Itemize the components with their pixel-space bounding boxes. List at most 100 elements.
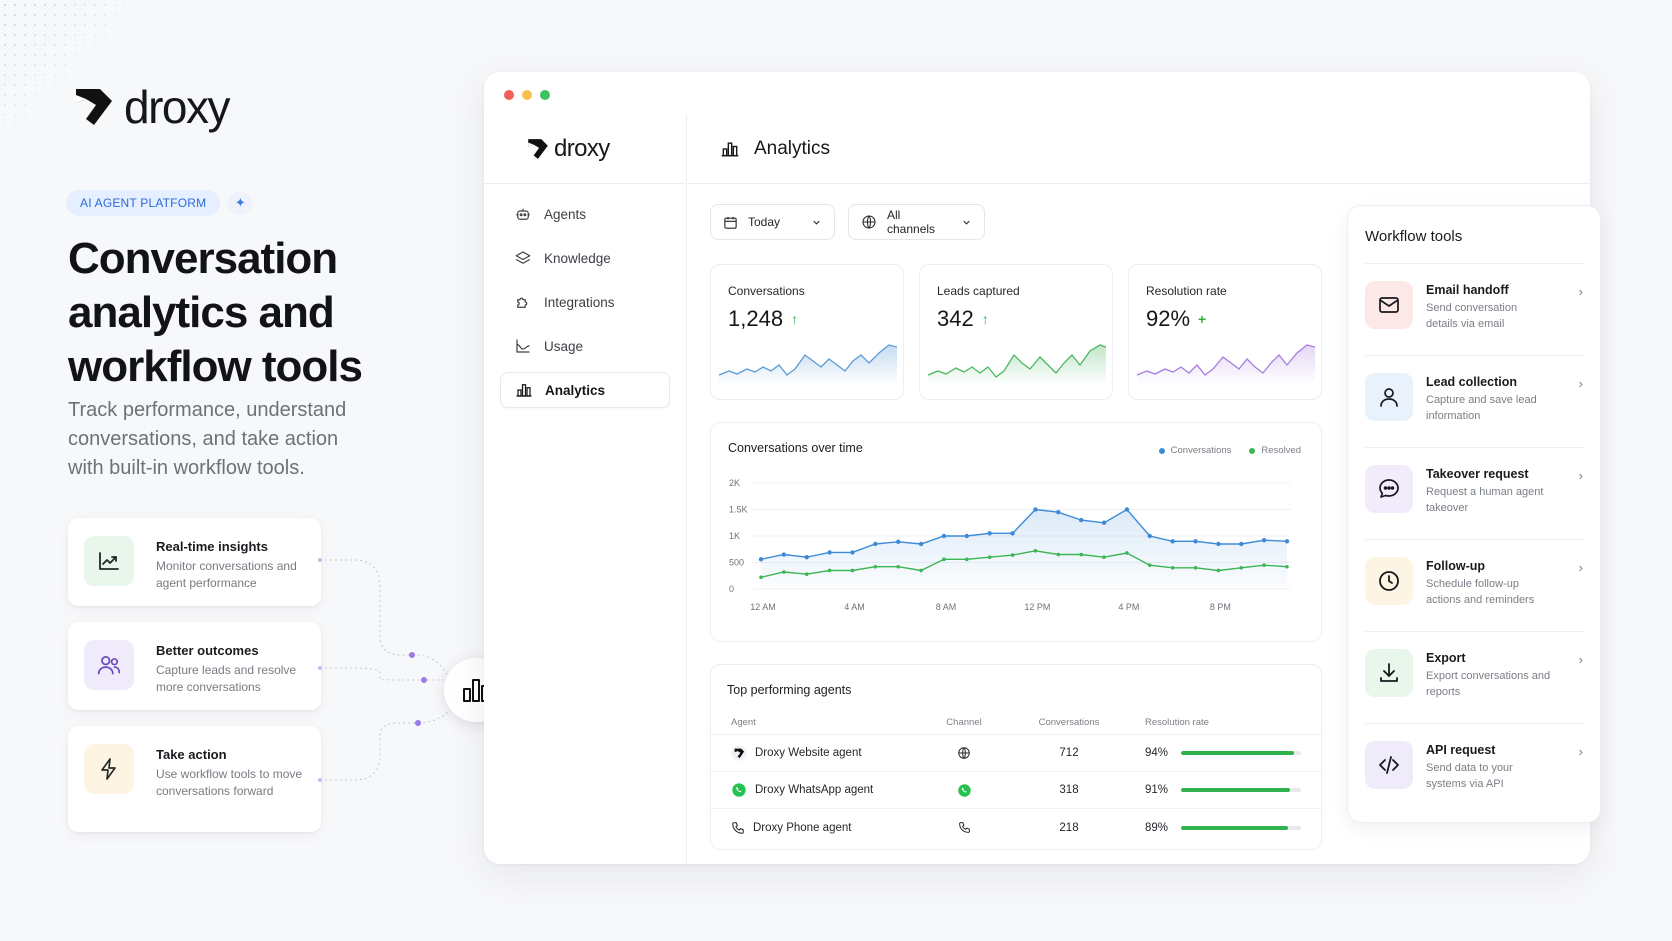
data-point-resolved	[1010, 553, 1015, 557]
conversations-chart-card: Conversations over time Conversations Re…	[710, 422, 1322, 642]
workflow-panel: Workflow tools Email handoff Send conver…	[1347, 205, 1601, 823]
feature-title: Better outcomes	[156, 643, 259, 658]
feature-title: Take action	[156, 747, 227, 762]
workflow-item-api-request[interactable]: API request Send data to your systems vi…	[1365, 723, 1585, 815]
workflow-item-export[interactable]: Export Export conversations and reports …	[1365, 631, 1585, 723]
stat-value: 342 ↑	[937, 306, 989, 332]
workflow-item-email-handoff[interactable]: Email handoff Send conversation details …	[1365, 263, 1585, 355]
code-icon	[1365, 741, 1413, 789]
workflow-title: Workflow tools	[1365, 228, 1463, 245]
rate-bar	[1181, 825, 1301, 830]
x-tick-label: 12 AM	[750, 602, 776, 612]
x-tick-label: 4 PM	[1118, 602, 1139, 612]
feature-card-outcomes: Better outcomes Capture leads and resolv…	[68, 622, 321, 710]
data-point-resolved	[804, 572, 809, 576]
feature-desc: Use workflow tools to move conversations…	[156, 767, 303, 798]
agent-rate: 89%	[1145, 821, 1169, 834]
series-area-conversations	[761, 509, 1287, 589]
col-resolution: Resolution rate	[1145, 717, 1209, 728]
data-point-resolved	[1193, 566, 1198, 570]
feature-card-action: Take action Use workflow tools to move c…	[68, 726, 321, 832]
feature-desc: Monitor conversations and agent performa…	[156, 559, 297, 590]
sidebar-item-usage[interactable]: Usage	[500, 328, 670, 364]
stat-label: Leads captured	[937, 284, 1020, 298]
brand-name: droxy	[124, 81, 230, 133]
data-point-conversations	[804, 555, 809, 560]
agent-rate: 91%	[1145, 784, 1169, 796]
users-icon	[84, 640, 134, 690]
workflow-item-follow-up[interactable]: Follow-up Schedule follow-up actions and…	[1365, 539, 1585, 631]
chevron-right-icon: ›	[1578, 468, 1583, 483]
droxy-logo-icon	[731, 745, 747, 761]
data-point-conversations	[941, 533, 947, 539]
sidebar-item-integrations[interactable]: Integrations	[500, 284, 670, 320]
minimize-dot[interactable]	[522, 90, 532, 100]
channel-filter[interactable]: All channels	[848, 204, 985, 240]
workflow-item-takeover-request[interactable]: Takeover request Request a human agent t…	[1365, 447, 1585, 539]
globe-icon	[862, 215, 876, 229]
filter-bar: Today All channels	[710, 204, 985, 240]
data-point-conversations	[1284, 539, 1290, 544]
data-point-resolved	[759, 575, 763, 580]
user-icon	[1365, 373, 1413, 421]
col-agent: Agent	[731, 717, 756, 728]
data-point-resolved	[919, 568, 923, 573]
stat-value: 1,248 ↑	[728, 306, 798, 332]
data-point-conversations	[1147, 533, 1152, 539]
bar-chart-icon	[516, 384, 532, 397]
data-point-conversations	[873, 541, 878, 547]
table-row[interactable]: Droxy Website agent 712 94%	[711, 735, 1321, 772]
rate-bar	[1181, 788, 1301, 792]
data-point-resolved	[873, 564, 878, 569]
data-point-resolved	[1239, 566, 1244, 570]
workflow-desc: Send conversation details via email	[1426, 302, 1518, 330]
sidebar-item-analytics[interactable]: Analytics	[500, 372, 670, 408]
table-header: Agent Channel Conversations Resolution r…	[711, 711, 1321, 735]
whatsapp-icon	[732, 783, 746, 797]
x-tick-label: 4 AM	[844, 602, 865, 612]
table-row[interactable]: Droxy Phone agent 218 89%	[711, 809, 1321, 846]
lightning-icon	[84, 744, 134, 794]
data-point-conversations	[1056, 509, 1061, 515]
hero-subtitle: Track performance, understand conversati…	[68, 399, 347, 479]
agent-name: Droxy Phone agent	[753, 821, 852, 834]
sidebar-item-label: Analytics	[545, 382, 606, 398]
trend-plus-icon: +	[1198, 311, 1207, 327]
workflow-desc: Request a human agent takeover	[1426, 486, 1544, 514]
data-point-conversations	[918, 541, 924, 547]
badge-row: AI AGENT PLATFORM ✦	[66, 190, 253, 216]
data-point-conversations	[850, 550, 855, 555]
stat-number: 1,248	[728, 306, 784, 331]
x-tick-label: 8 AM	[936, 602, 957, 612]
sidebar-item-label: Agents	[544, 206, 587, 222]
workflow-desc: Capture and save lead information	[1426, 394, 1537, 422]
date-filter[interactable]: Today	[710, 204, 835, 240]
close-dot[interactable]	[504, 90, 514, 100]
workflow-item-lead-collection[interactable]: Lead collection Capture and save lead in…	[1365, 355, 1585, 447]
data-point-conversations	[964, 533, 970, 539]
chat-bubble-icon	[1365, 465, 1413, 513]
dot-pattern	[0, 0, 130, 130]
x-tick-label: 12 PM	[1024, 602, 1050, 612]
maximize-dot[interactable]	[540, 90, 550, 100]
top-agents-card: Top performing agents Agent Channel Conv…	[710, 664, 1322, 850]
data-point-conversations	[987, 531, 992, 536]
workflow-name: Lead collection	[1426, 375, 1517, 389]
table-row[interactable]: Droxy WhatsApp agent 318 91%	[711, 772, 1321, 809]
data-point-conversations	[1170, 539, 1175, 544]
workflow-desc: Send data to your systems via API	[1426, 762, 1513, 790]
page-title: Analytics	[754, 137, 831, 159]
data-point-resolved	[1216, 568, 1221, 573]
sidebar-item-agents[interactable]: Agents	[500, 196, 670, 232]
y-tick-label: 1.5K	[729, 505, 748, 515]
sidebar-brand-name: droxy	[554, 134, 610, 162]
data-point-resolved	[1102, 555, 1106, 559]
sidebar-item-knowledge[interactable]: Knowledge	[500, 240, 670, 276]
download-icon	[1365, 649, 1413, 697]
workflow-desc: Export conversations and reports	[1426, 670, 1551, 698]
data-point-conversations	[1216, 541, 1221, 547]
agent-name: Droxy WhatsApp agent	[755, 784, 874, 796]
clock-icon	[1365, 557, 1413, 605]
y-tick-label: 0	[729, 584, 734, 594]
workflow-name: Takeover request	[1426, 467, 1529, 481]
